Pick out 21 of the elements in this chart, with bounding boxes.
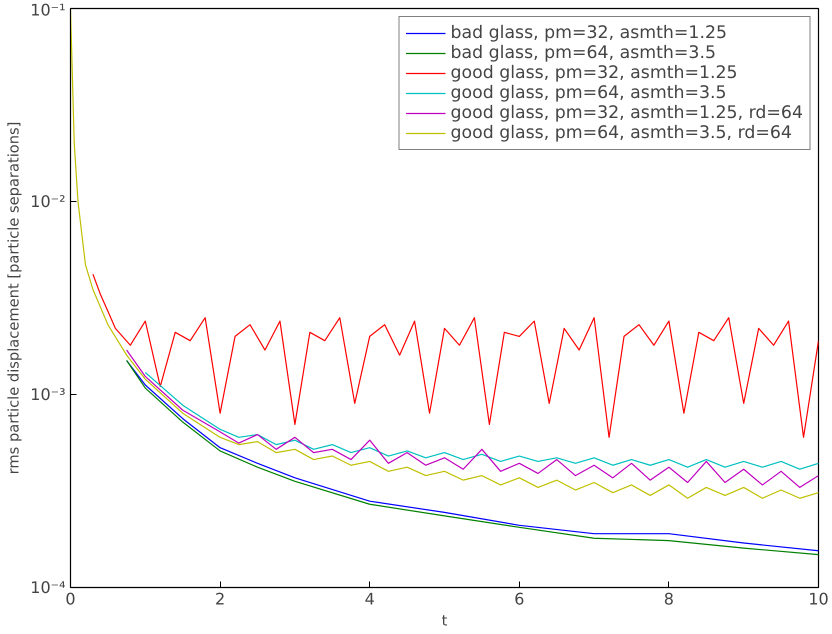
- x-tick-label: 2: [215, 590, 226, 608]
- legend-label: good glass, pm=64, asmth=3.5, rd=64: [450, 123, 792, 143]
- legend-label: bad glass, pm=32, asmth=1.25: [450, 23, 727, 43]
- legend-label: good glass, pm=32, asmth=1.25: [450, 63, 738, 83]
- line-series: [92, 274, 818, 438]
- x-tick-label: 0: [65, 590, 76, 608]
- y-axis-title: rms particle displacement [particle separations]: [5, 122, 22, 474]
- x-axis-title: t: [442, 612, 448, 630]
- legend-label: good glass, pm=64, asmth=3.5: [450, 83, 727, 103]
- line-series: [144, 372, 818, 470]
- x-tick-label: 6: [514, 590, 524, 608]
- legend-label: bad glass, pm=64, asmth=3.5: [450, 43, 716, 63]
- line-series: [126, 349, 818, 488]
- y-tick-label: 10⁻⁴: [30, 578, 66, 597]
- x-tick-label: 10: [808, 590, 829, 608]
- y-tick-label: 10⁻³: [30, 385, 66, 404]
- legend-label: good glass, pm=32, asmth=1.25, rd=64: [450, 103, 803, 123]
- y-tick-label: 10⁻²: [30, 192, 66, 211]
- y-tick-label: 10⁻¹: [30, 0, 66, 20]
- x-tick-label: 8: [664, 590, 674, 608]
- x-tick-label: 4: [364, 590, 375, 608]
